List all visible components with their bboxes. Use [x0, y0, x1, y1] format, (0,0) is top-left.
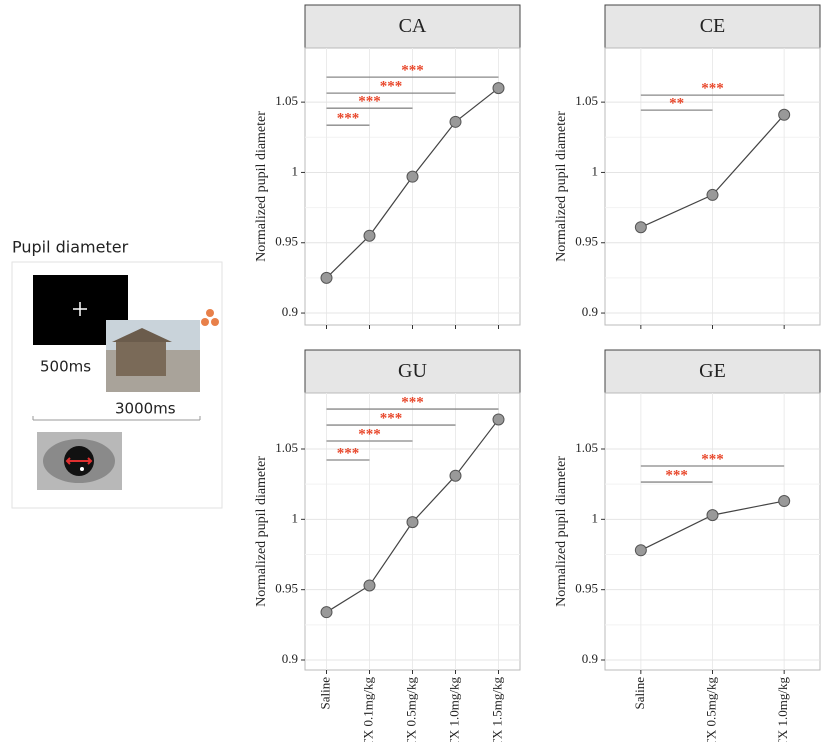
data-point [706, 509, 719, 522]
x-tick-label: ATX 0.5mg/kg [703, 677, 718, 742]
y-tick-label: 1 [592, 163, 599, 178]
data-point [492, 413, 505, 426]
data-point [320, 606, 333, 619]
x-tick-label: ATX 1.5mg/kg [489, 677, 504, 742]
data-point [363, 229, 376, 242]
panel-header [604, 349, 821, 394]
y-tick-label: 0.9 [582, 304, 598, 319]
y-axis-title: Normalized pupil diameter [254, 456, 269, 607]
panel-title: CE [700, 15, 726, 37]
fixation-duration: 500ms [40, 358, 91, 376]
significance-label: *** [401, 63, 424, 79]
data-point [449, 469, 462, 482]
y-tick-label: 1.05 [275, 93, 298, 108]
data-point [706, 188, 719, 201]
panel-title: CA [399, 15, 427, 37]
significance-label: *** [701, 81, 724, 97]
panel-title: GU [398, 360, 427, 382]
x-tick-label: Saline [317, 677, 332, 710]
x-tick-label: ATX 0.5mg/kg [403, 677, 418, 742]
panel-title: GE [699, 360, 726, 382]
data-point [363, 579, 376, 592]
y-axis-title: Normalized pupil diameter [554, 111, 569, 262]
y-tick-label: 1 [292, 510, 299, 525]
significance-label: *** [401, 394, 424, 410]
y-tick-label: 0.9 [282, 304, 298, 319]
data-point [634, 544, 647, 557]
data-point [634, 221, 647, 234]
y-axis-title: Normalized pupil diameter [554, 456, 569, 607]
y-tick-label: 1.05 [575, 440, 598, 455]
timeline [32, 416, 201, 421]
significance-label: *** [380, 411, 403, 427]
x-tick-label: Saline [632, 677, 647, 710]
significance-label: *** [358, 426, 381, 442]
y-tick-label: 1.05 [275, 440, 298, 455]
schematic-title: Pupil diameter [12, 238, 129, 257]
x-tick-label: ATX 1.0mg/kg [775, 677, 790, 742]
data-point [778, 108, 791, 121]
data-point [778, 495, 791, 508]
y-tick-label: 0.95 [575, 234, 598, 249]
significance-label: *** [337, 445, 360, 461]
significance-label: *** [701, 451, 724, 467]
x-tick-label: ATX 1.0mg/kg [446, 677, 461, 742]
y-tick-label: 0.95 [275, 234, 298, 249]
y-tick-label: 0.95 [575, 581, 598, 596]
y-tick-label: 1 [592, 510, 599, 525]
significance-label: *** [358, 94, 381, 110]
pupil-arrow [65, 457, 93, 465]
data-point [406, 516, 419, 529]
data-point [492, 82, 505, 95]
drops-icon [201, 309, 219, 326]
y-tick-label: 1.05 [575, 93, 598, 108]
panel-header [304, 349, 521, 394]
data-point [320, 271, 333, 284]
eye-glint [80, 467, 84, 471]
image-duration: 3000ms [115, 400, 176, 418]
scene-roof [112, 328, 172, 342]
data-point [406, 170, 419, 183]
significance-label: *** [337, 111, 360, 127]
significance-label: *** [380, 79, 403, 95]
y-tick-label: 0.9 [282, 651, 298, 666]
y-tick-label: 0.95 [275, 581, 298, 596]
significance-label: *** [665, 467, 688, 483]
significance-label: ** [669, 96, 684, 112]
scene-house [116, 340, 166, 376]
y-axis-title: Normalized pupil diameter [254, 111, 269, 262]
data-point [449, 115, 462, 128]
x-tick-label: ATX 0.1mg/kg [360, 677, 375, 742]
fixation-cross [73, 302, 87, 316]
y-tick-label: 1 [292, 163, 299, 178]
y-tick-label: 0.9 [582, 651, 598, 666]
